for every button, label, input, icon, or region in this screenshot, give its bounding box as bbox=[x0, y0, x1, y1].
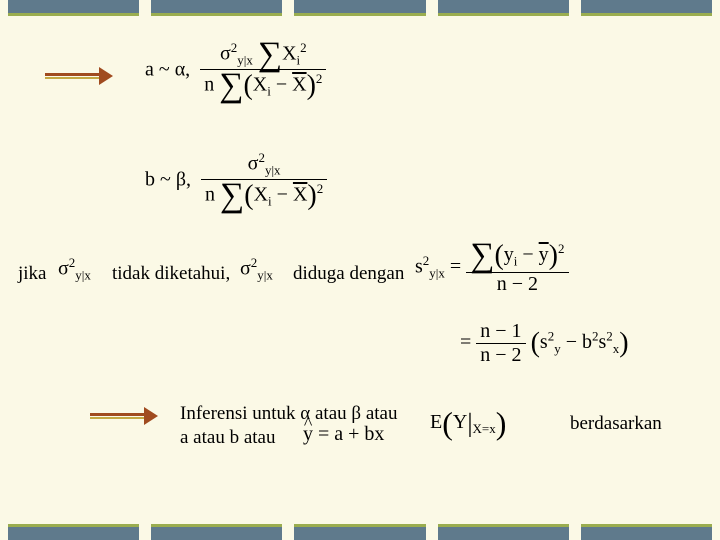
arrow-icon bbox=[45, 70, 115, 82]
decor-bar bbox=[438, 524, 569, 540]
formula-s2-eq1: s2y|x = ∑(yi − y)2 n − 2 bbox=[415, 240, 569, 296]
decor-bar bbox=[8, 524, 139, 540]
decor-bar bbox=[8, 0, 139, 16]
label-inferensi-line1: Inferensi untuk α atau β atau bbox=[180, 403, 397, 425]
formula-sigma2-unknown: σ2y|x bbox=[58, 255, 91, 284]
arrow-icon bbox=[90, 410, 160, 422]
decor-bar bbox=[151, 524, 282, 540]
formula-s2-eq2: = n − 1 n − 2 (s2y − b2s2x) bbox=[460, 320, 629, 367]
formula-b-distribution: b ~ β, σ2y|x n ∑(Xi − X)2 bbox=[145, 150, 327, 212]
formula-conditional-expectation: E(Y|X=x) bbox=[430, 405, 506, 442]
bottom-decor-bars bbox=[0, 524, 720, 540]
label-tidak-diketahui: tidak diketahui, bbox=[112, 263, 230, 285]
decor-bar bbox=[294, 0, 425, 16]
decor-bar bbox=[581, 524, 712, 540]
formula-sigma2-est: σ2y|x bbox=[240, 255, 273, 284]
formula-a-distribution: a ~ α, σ2y|x ∑Xi2 n ∑(Xi − X)2 bbox=[145, 40, 326, 102]
decor-bar bbox=[151, 0, 282, 16]
top-decor-bars bbox=[0, 0, 720, 16]
decor-bar bbox=[581, 0, 712, 16]
decor-bar bbox=[294, 524, 425, 540]
formula-yhat: y = a + bx bbox=[303, 423, 384, 446]
label-berdasarkan: berdasarkan bbox=[570, 413, 662, 435]
label-inferensi-line2: a atau b atau bbox=[180, 427, 275, 449]
decor-bar bbox=[438, 0, 569, 16]
slide-content: a ~ α, σ2y|x ∑Xi2 n ∑(Xi − X)2 b ~ β, σ2… bbox=[0, 30, 720, 50]
label-jika: jika bbox=[18, 263, 47, 285]
label-diduga-dengan: diduga dengan bbox=[293, 263, 404, 285]
